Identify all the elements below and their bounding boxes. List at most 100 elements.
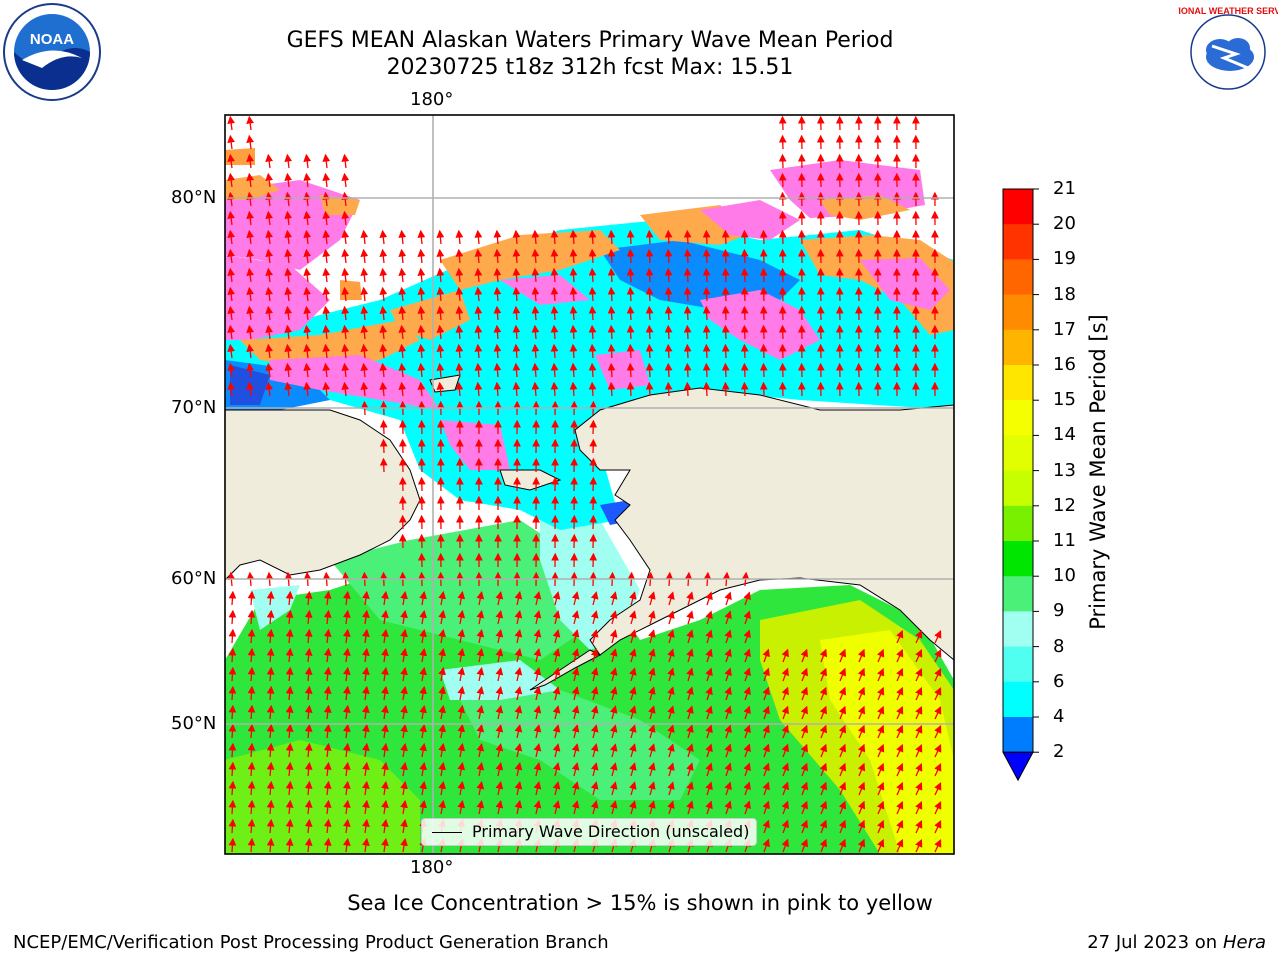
wave-arrow: [609, 781, 618, 796]
wave-arrow: [645, 305, 654, 321]
wave-arrow: [896, 648, 904, 663]
wave-arrow: [246, 191, 255, 207]
wave-arrow: [550, 267, 559, 283]
wave-arrow: [400, 628, 408, 644]
wave-arrow: [284, 362, 293, 378]
wave-arrow: [533, 591, 542, 606]
wave-arrow: [381, 742, 389, 758]
wave-arrow: [915, 782, 923, 796]
wave-arrow: [247, 666, 256, 682]
wave-arrow: [438, 590, 446, 606]
wave-arrow: [304, 723, 313, 739]
wave-arrow: [246, 134, 255, 150]
wave-arrow: [284, 229, 293, 245]
wave-arrow: [285, 780, 294, 796]
wave-arrow: [609, 648, 618, 663]
wave-arrow: [265, 286, 274, 302]
wave-arrow: [360, 286, 369, 302]
wave-arrow: [342, 761, 351, 777]
wave-arrow: [265, 191, 274, 207]
wave-arrow: [743, 800, 751, 815]
wave-arrow: [246, 267, 255, 283]
wave-arrow: [721, 362, 730, 378]
wave-arrow: [762, 667, 770, 682]
wave-arrow: [476, 743, 485, 758]
colorbar-segment: [1003, 224, 1033, 260]
nws-logo-text: NATIONAL WEATHER SERVICE: [1178, 6, 1278, 16]
wave-arrow: [227, 172, 236, 188]
wave-arrow: [629, 743, 637, 758]
wave-arrow: [607, 362, 616, 378]
wave-arrow: [455, 324, 464, 340]
wave-arrow: [323, 685, 332, 701]
wave-arrow: [419, 799, 427, 815]
wave-arrow: [266, 761, 275, 777]
wave-arrow: [569, 248, 578, 264]
wave-arrow: [493, 229, 502, 245]
wave-arrow: [838, 800, 847, 815]
wave-arrow: [857, 762, 866, 777]
wave-arrow: [247, 704, 256, 720]
wave-arrow: [476, 686, 485, 701]
wave-arrow: [284, 172, 293, 188]
wave-arrow: [512, 229, 521, 245]
wave-arrow: [360, 248, 369, 264]
wave-arrow: [743, 610, 751, 625]
wave-arrow: [877, 781, 885, 796]
wave-arrow: [778, 229, 787, 245]
wave-arrow: [781, 838, 789, 853]
wave-arrow: [590, 743, 599, 758]
wave-arrow: [381, 628, 389, 644]
wave-arrow: [495, 705, 504, 720]
wave-arrow: [590, 629, 599, 644]
wave-arrow: [609, 743, 618, 758]
wave-arrow: [457, 685, 466, 701]
wave-arrow: [934, 744, 942, 758]
wave-arrow: [664, 381, 673, 397]
wave-arrow: [800, 667, 808, 682]
colorbar-segment: [1003, 681, 1033, 718]
wave-arrow: [227, 229, 236, 245]
wave-arrow: [266, 666, 275, 682]
colorbar-segment: [1003, 646, 1033, 683]
wave-arrow: [360, 343, 369, 359]
colorbar-tick-label: 11: [1053, 530, 1076, 551]
wave-arrow: [265, 172, 274, 188]
wave-arrow: [227, 362, 236, 378]
wave-arrow: [398, 229, 407, 245]
wave-arrow: [436, 229, 445, 245]
wave-arrow: [228, 780, 237, 796]
wave-arrow: [379, 286, 388, 302]
wave-arrow: [915, 706, 923, 720]
wave-arrow: [246, 324, 255, 340]
colorbar-tick-label: 2: [1053, 741, 1065, 763]
wave-arrow: [762, 762, 770, 777]
wave-arrow: [740, 343, 749, 359]
wave-arrow: [702, 381, 711, 397]
wave-arrow: [227, 324, 236, 340]
wave-arrow: [341, 172, 350, 188]
wave-arrow: [626, 343, 635, 359]
wave-arrow: [323, 837, 332, 853]
wave-arrow: [569, 267, 578, 283]
wave-arrow: [588, 229, 597, 245]
wave-arrow: [552, 591, 561, 606]
wave-arrow: [915, 725, 923, 739]
wave-arrow: [265, 210, 274, 226]
wave-arrow: [266, 609, 275, 625]
wave-arrow: [438, 685, 446, 701]
wave-arrow: [342, 780, 351, 796]
wave-arrow: [455, 305, 464, 321]
wave-arrow: [457, 723, 466, 739]
wave-arrow: [227, 210, 236, 226]
wave-arrow: [495, 762, 504, 777]
wave-arrow: [438, 780, 446, 796]
wave-arrow: [381, 761, 389, 777]
wave-arrow: [743, 762, 751, 777]
wave-arrow: [702, 324, 711, 340]
wave-arrow: [626, 267, 635, 283]
wave-arrow: [285, 666, 294, 682]
colorbar-tick-label: 19: [1053, 248, 1076, 270]
wave-arrow: [626, 381, 635, 397]
wave-arrow: [877, 838, 885, 853]
